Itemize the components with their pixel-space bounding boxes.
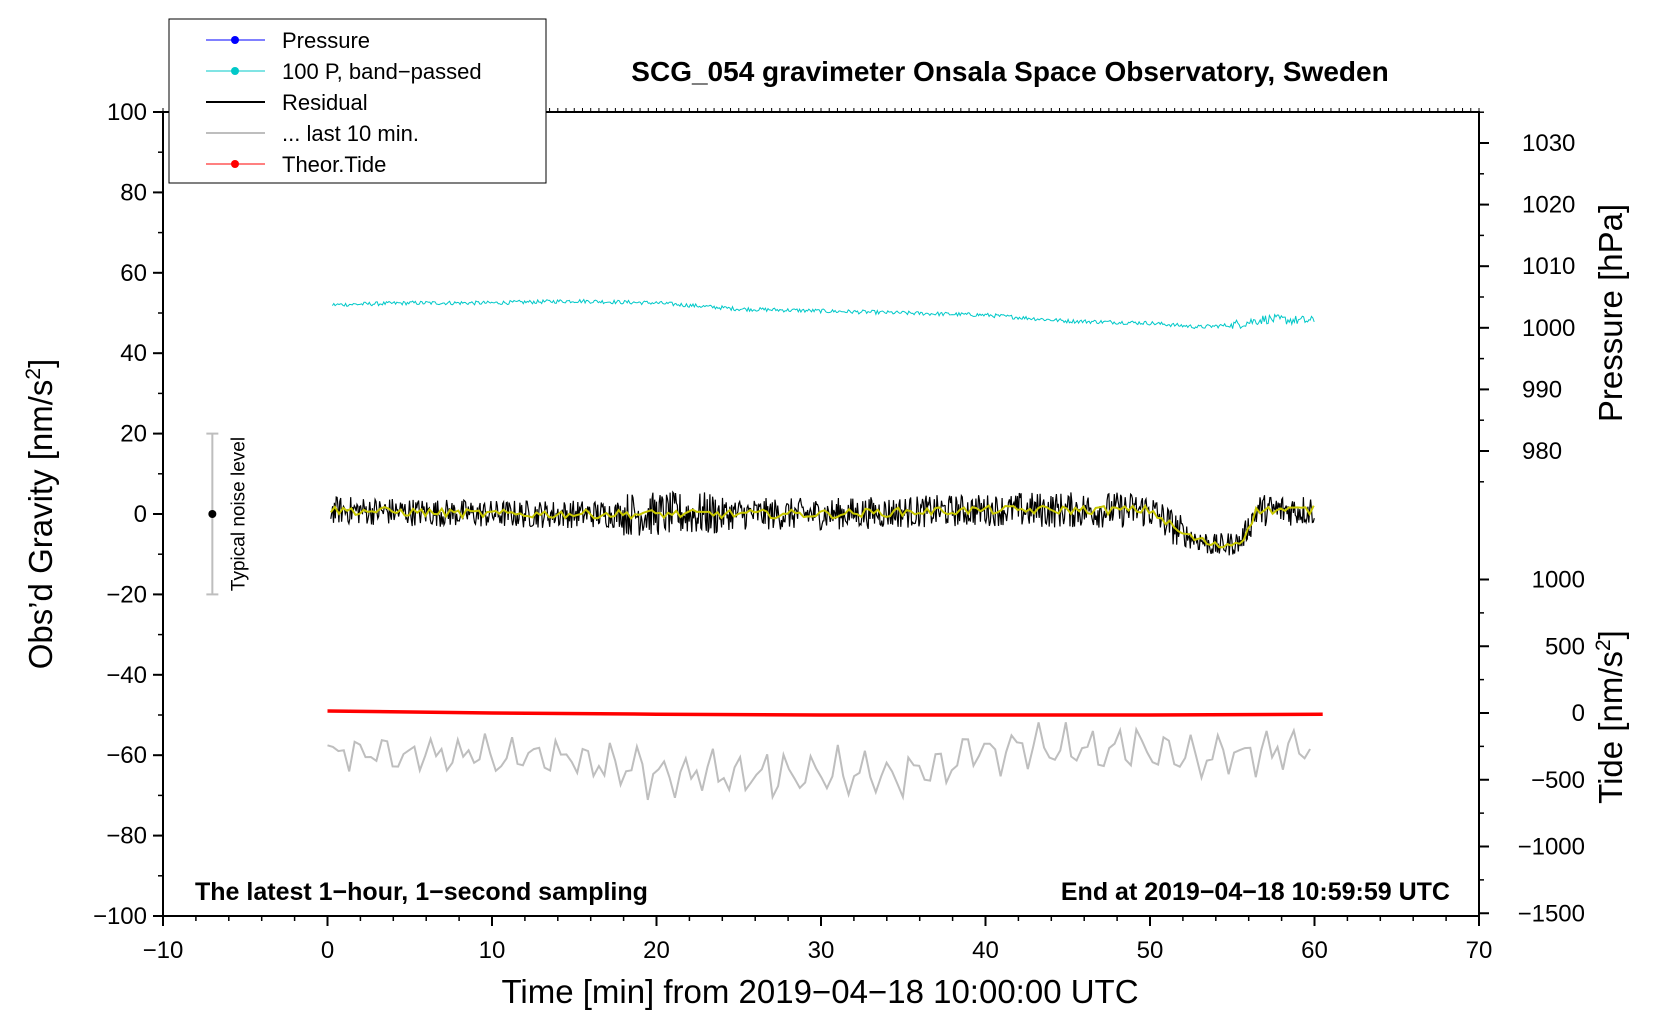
tide-tick-label: 500	[1545, 633, 1585, 660]
y-axis-pressure: 1030 1020 1010 1000 990 980	[1479, 111, 1575, 483]
y-axis-title-gravity-text: Obs’d Gravity [nm/s	[22, 380, 59, 670]
noise-indicator: Typical noise level	[206, 432, 249, 596]
x-axis: −10 0 10 20 30 40 50 60 70	[143, 108, 1493, 964]
legend-label: Residual	[282, 90, 368, 115]
y-axis-gravity: 100 80 60 40 20 0 −20 −40 −60 −80 −100	[93, 99, 163, 930]
x-tick-label: 0	[321, 937, 334, 964]
series-last-10-min	[327, 722, 1311, 801]
x-tick-label: 50	[1137, 937, 1164, 964]
y-tick-label: −100	[93, 903, 147, 930]
y-tick-label: −20	[106, 581, 147, 608]
legend-label: ... last 10 min.	[282, 121, 419, 146]
tide-tick-label: −1500	[1518, 900, 1585, 927]
x-tick-label: 70	[1466, 937, 1493, 964]
series-residual	[330, 490, 1315, 556]
legend-marker	[231, 160, 239, 168]
y-axis-title-gravity-close: ]	[22, 359, 59, 368]
x-tick-label: 40	[972, 937, 999, 964]
y-axis-title-tide-text: Tide [nm/s	[1592, 651, 1629, 804]
x-tick-label: 10	[479, 937, 506, 964]
y-tick-label: −80	[106, 823, 147, 850]
series-pressure-bandpassed	[331, 298, 1315, 330]
y-axis-title-tide-sup: 2	[1592, 639, 1615, 651]
pressure-tick-label: 1020	[1522, 192, 1575, 219]
y-axis-title-tide: Tide [nm/s2]	[1592, 630, 1629, 804]
x-tick-label: 20	[643, 937, 670, 964]
y-tick-label: 60	[120, 260, 147, 287]
series-theor-tide	[327, 709, 1323, 717]
pressure-tick-label: 980	[1522, 438, 1562, 465]
pressure-tick-label: 1000	[1522, 315, 1575, 342]
y-tick-label: 0	[134, 501, 147, 528]
tide-tick-label: −500	[1531, 767, 1585, 794]
series-layer	[327, 298, 1323, 801]
x-tick-label: 60	[1301, 937, 1328, 964]
y-axis-tide: 1000 500 0 −500 −1000 −1500	[1479, 567, 1585, 927]
y-axis-title-gravity: Obs’d Gravity [nm/s2]	[22, 359, 59, 670]
pressure-tick-label: 1010	[1522, 253, 1575, 280]
noise-label: Typical noise level	[228, 437, 249, 591]
y-tick-label: 80	[120, 179, 147, 206]
y-tick-label: 40	[120, 340, 147, 367]
y-tick-label: −60	[106, 742, 147, 769]
legend-label: Pressure	[282, 28, 370, 53]
legend: Pressure 100 P, band−passed Residual ... la…	[168, 18, 547, 184]
series-residual-smoothed	[329, 503, 1315, 549]
x-tick-label: −10	[143, 937, 184, 964]
chart-title: SCG_054 gravimeter Onsala Space Observat…	[631, 56, 1388, 87]
legend-marker	[231, 67, 239, 75]
pressure-tick-label: 990	[1522, 376, 1562, 403]
annotation-sampling: The latest 1−hour, 1−second sampling	[195, 878, 648, 906]
annotation-end-time: End at 2019−04−18 10:59:59 UTC	[1061, 878, 1450, 906]
x-axis-title: Time [min] from 2019−04−18 10:00:00 UTC	[501, 973, 1138, 1010]
noise-center-dot	[208, 510, 217, 518]
x-tick-label: 30	[808, 937, 835, 964]
y-axis-title-pressure: Pressure [hPa]	[1592, 204, 1629, 422]
y-axis-title-gravity-sup: 2	[22, 368, 45, 380]
legend-label: 100 P, band−passed	[282, 59, 482, 84]
y-tick-label: −40	[106, 662, 147, 689]
legend-label: Theor.Tide	[282, 152, 386, 177]
tide-tick-label: 1000	[1532, 567, 1585, 594]
pressure-tick-label: 1030	[1522, 130, 1575, 157]
tide-tick-label: 0	[1572, 700, 1585, 727]
legend-marker	[231, 36, 239, 44]
y-tick-label: 100	[107, 99, 147, 126]
y-tick-label: 20	[120, 421, 147, 448]
y-axis-title-tide-close: ]	[1592, 630, 1629, 639]
tide-tick-label: −1000	[1518, 834, 1585, 861]
